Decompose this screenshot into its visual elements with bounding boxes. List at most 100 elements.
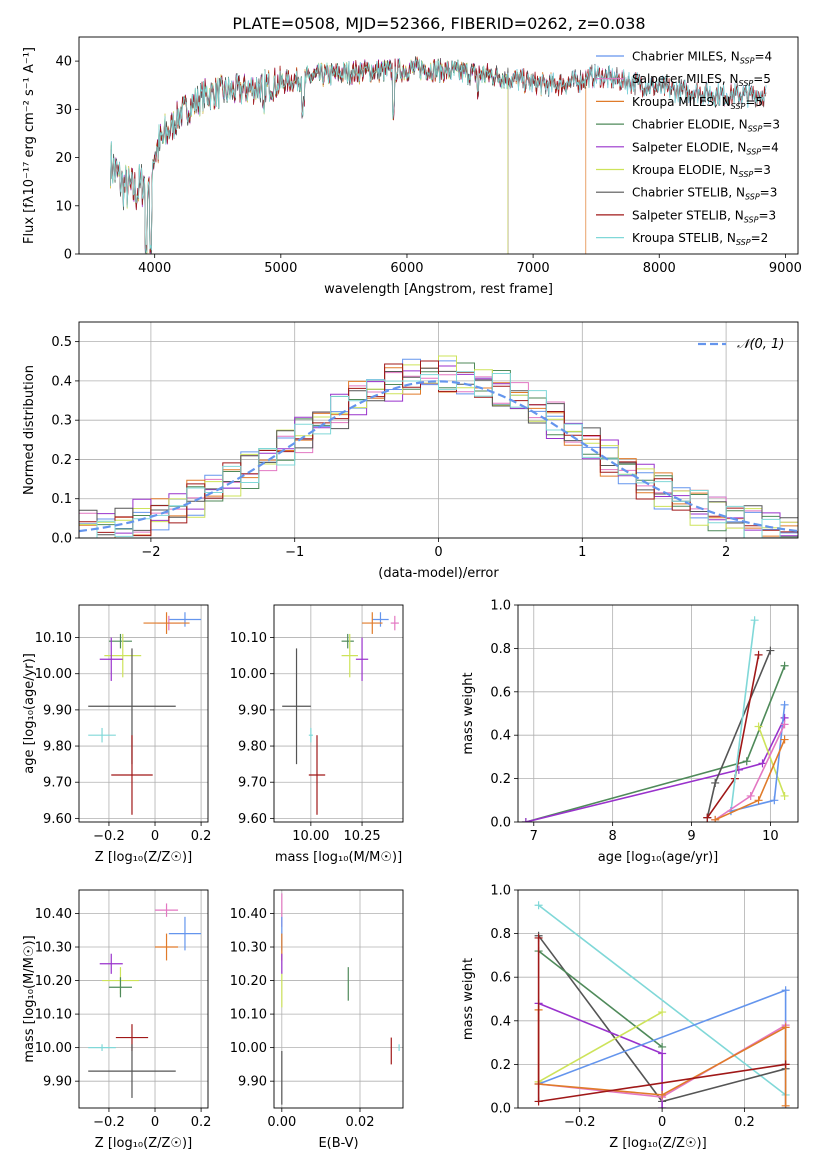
y-tick-label: 9.90 (238, 1075, 267, 1090)
error-bar-point (168, 612, 202, 627)
panel-massweight-vs-age: 7 8 9 10 0.0 0.2 0.4 0.6 0.8 1.0 age [log₁₀(age/yr… (461, 599, 799, 865)
y-tick-label: 0.5 (51, 335, 72, 350)
figure-title: PLATE=0508, MJD=52366, FIBERID=0262, z=0… (232, 14, 645, 33)
plus-marker (658, 1008, 667, 1017)
plus-marker (758, 759, 767, 768)
panel-residuals: −2 −1 0 1 2 0.0 0.1 0.2 0.3 0.4 0.5 (data-model)/er… (22, 321, 799, 581)
y-tick-label: 0.2 (490, 772, 511, 787)
y-tick-label: 0.2 (490, 1058, 511, 1073)
error-bar-point (143, 612, 190, 634)
axes-frame (273, 604, 404, 823)
y-tick-label: 10.00 (35, 667, 72, 682)
x-tick-label: −1 (285, 545, 304, 560)
error-bar-point (104, 633, 142, 678)
x-tick-label: 8 (609, 829, 617, 844)
x-tick-label: 0.2 (191, 1115, 212, 1130)
plus-marker (770, 796, 779, 805)
x-tick-label: 0 (151, 829, 159, 844)
x-axis-label: Z [log₁₀(Z/Z☉)] (95, 850, 192, 865)
error-bar-point (88, 1044, 116, 1051)
y-tick-label: 9.70 (43, 776, 72, 791)
y-tick-label: 1.0 (490, 884, 511, 899)
y-tick-label: 0.8 (490, 642, 511, 657)
error-bar-point (168, 916, 202, 951)
error-bar-point (341, 633, 354, 649)
spectrum-line (110, 58, 767, 254)
y-tick-label: 0.0 (490, 816, 511, 831)
y-axis-label: Normed distribution (22, 365, 37, 495)
y-axis-label: mass weight (461, 958, 476, 1040)
plus-marker (781, 1101, 790, 1108)
y-tick-label: 10.00 (230, 667, 267, 682)
y-tick-label: 10.00 (230, 1041, 267, 1056)
y-tick-label: 10.10 (35, 631, 72, 646)
y-tick-label: 40 (55, 55, 72, 70)
gaussian-curve (79, 380, 798, 533)
error-bar-point (108, 633, 132, 649)
error-bar-point (99, 953, 123, 974)
y-tick-label: 0.6 (490, 685, 511, 700)
y-tick-label: 0.3 (51, 414, 72, 429)
y-tick-label: 9.60 (43, 812, 72, 827)
x-tick-label: 1 (578, 545, 586, 560)
y-tick-label: 1.0 (490, 599, 511, 614)
axes-frame (78, 889, 209, 1109)
x-axis-label: Z [log₁₀(Z/Z☉)] (609, 1136, 706, 1151)
legend-label: Chabrier STELIB, NSSP=3 (632, 186, 777, 202)
plus-marker (534, 1097, 543, 1106)
panel-age-vs-mass: 10.00 10.25 9.60 9.70 9.80 9.90 10.00 10.10 mass… (230, 604, 404, 865)
plus-marker (754, 650, 763, 659)
plus-marker (766, 646, 775, 655)
legend-label: Salpeter MILES, NSSP=5 (632, 72, 771, 88)
y-tick-label: 0 (64, 248, 72, 263)
x-tick-label: 9 (687, 829, 695, 844)
x-tick-label: 7000 (517, 261, 550, 276)
y-tick-label: 9.90 (43, 1075, 72, 1090)
plus-marker (711, 815, 720, 822)
plus-marker (658, 1049, 667, 1058)
error-bar-point (282, 648, 311, 765)
error-bar-point (390, 615, 399, 631)
x-tick-label: −0.2 (93, 829, 125, 844)
plus-marker (750, 616, 759, 625)
x-axis-label: mass [log₁₀(M/M☉)] (275, 850, 402, 865)
plot-area (110, 56, 767, 254)
plot-area (282, 612, 399, 815)
x-tick-label: 9000 (769, 261, 802, 276)
axes-frame (78, 36, 799, 255)
y-tick-label: 9.90 (238, 703, 267, 718)
y-axis-label: mass [log₁₀(M/M☉)] (22, 935, 37, 1062)
plus-marker (746, 791, 755, 800)
panel-massweight-vs-Z: −0.2 0 0.2 0.0 0.2 0.4 0.6 0.8 1.0 Z [log₁₀(Z/Z☉)… (461, 884, 799, 1151)
x-axis-label: wavelength [Angstrom, rest frame] (324, 282, 553, 297)
plus-marker (780, 735, 789, 744)
y-tick-label: 10.10 (230, 1008, 267, 1023)
y-tick-label: 10 (55, 199, 72, 214)
plus-marker (754, 722, 763, 731)
weight-line (757, 726, 786, 797)
axes-frame (78, 604, 209, 823)
plus-marker (521, 818, 530, 822)
panel-mass-vs-Z: −0.2 0 0.2 9.90 10.00 10.10 10.20 10.30 10.40 Z [… (22, 889, 212, 1151)
error-bar-point (362, 612, 383, 634)
error-bar-point (308, 727, 313, 743)
y-axis-label: mass weight (461, 672, 476, 754)
y-tick-label: 0.4 (51, 374, 72, 389)
legend: Chabrier MILES, NSSP=4 Salpeter MILES, NS… (596, 50, 780, 247)
y-tick-label: 0.4 (490, 1014, 511, 1029)
y-tick-label: 0.1 (51, 492, 72, 507)
x-tick-label: 2 (722, 545, 730, 560)
axes-frame (517, 604, 799, 823)
x-tick-label: 0 (434, 545, 442, 560)
y-tick-label: 10.20 (35, 974, 72, 989)
y-tick-label: 0.2 (51, 453, 72, 468)
legend-label: Kroupa MILES, NSSP=5 (632, 95, 763, 111)
legend-label: 𝒩(0, 1) (737, 337, 784, 352)
weight-line (730, 620, 756, 812)
y-tick-label: 9.90 (43, 703, 72, 718)
y-tick-label: 10.30 (35, 941, 72, 956)
x-axis-label: E(B-V) (318, 1136, 358, 1151)
plot-area (79, 355, 798, 538)
y-tick-label: 10.10 (35, 1008, 72, 1023)
